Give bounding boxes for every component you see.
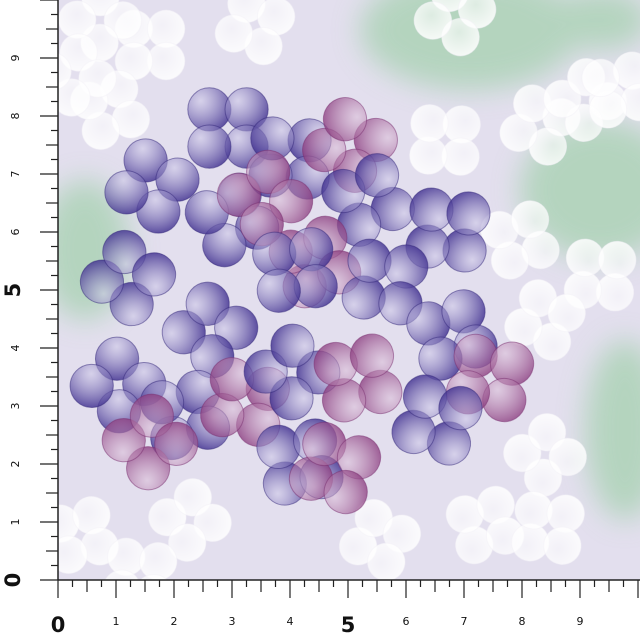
flower	[445, 485, 525, 565]
flower	[148, 478, 232, 562]
petal	[548, 437, 587, 477]
petal	[323, 469, 368, 515]
bottom-ruler-label: 5	[341, 613, 356, 637]
green-patch	[550, 0, 640, 50]
petal	[581, 58, 620, 98]
flower	[161, 281, 259, 379]
petal	[131, 252, 177, 297]
petal	[510, 200, 550, 239]
petal	[597, 240, 637, 280]
petal	[187, 124, 232, 169]
flower	[504, 279, 586, 361]
left-ruler-label: 7	[9, 171, 22, 178]
flower	[391, 374, 483, 466]
flower	[511, 491, 585, 565]
petal	[446, 191, 491, 236]
petal	[256, 268, 301, 313]
petal	[154, 421, 199, 466]
petal	[270, 323, 315, 368]
petal	[410, 104, 449, 143]
petal	[354, 153, 400, 198]
left-ruler	[0, 0, 58, 640]
flower	[406, 289, 498, 381]
petal	[322, 97, 368, 142]
petal	[349, 333, 395, 378]
petal	[104, 170, 149, 215]
flower	[104, 138, 200, 234]
bottom-ruler-label: 0	[51, 613, 66, 637]
flower	[79, 229, 177, 327]
petal	[57, 0, 97, 39]
bottom-ruler-label: 1	[113, 615, 120, 628]
petal	[69, 363, 114, 409]
flower-layer	[33, 0, 640, 613]
flower	[187, 87, 269, 169]
green-patch	[585, 340, 640, 520]
bottom-ruler-label: 7	[461, 615, 468, 628]
petal	[413, 1, 453, 40]
flower	[338, 498, 422, 582]
flower	[214, 0, 296, 66]
flower	[409, 104, 481, 176]
left-ruler-label: 2	[9, 461, 22, 468]
petal	[214, 14, 254, 53]
left-ruler-label: 0	[1, 573, 25, 588]
petal	[543, 526, 582, 565]
bottom-ruler	[0, 580, 640, 640]
left-ruler-label: 4	[9, 345, 22, 352]
flower	[33, 33, 117, 117]
flower	[413, 0, 497, 57]
flower	[581, 51, 640, 129]
flower	[313, 333, 403, 423]
petal	[367, 542, 406, 582]
petal	[438, 385, 483, 431]
bottom-ruler-label: 8	[519, 615, 526, 628]
bottom-ruler-label: 6	[403, 615, 410, 628]
left-ruler-label: 9	[9, 55, 22, 62]
bottom-ruler-label: 2	[171, 615, 178, 628]
left-ruler-label: 6	[9, 229, 22, 236]
petal	[547, 293, 586, 333]
flower	[503, 413, 587, 497]
left-ruler-label: 3	[9, 403, 22, 410]
left-ruler-label: 8	[9, 113, 22, 120]
flower	[480, 200, 560, 280]
bottom-ruler-label: 4	[287, 615, 294, 628]
left-ruler-label: 1	[9, 519, 22, 526]
flower	[288, 421, 382, 515]
flower	[101, 393, 199, 491]
bottom-ruler-label: 3	[229, 615, 236, 628]
flower	[321, 153, 415, 247]
flower	[252, 227, 338, 313]
left-ruler-label: 5	[1, 283, 25, 298]
bottom-ruler-label: 9	[577, 615, 584, 628]
